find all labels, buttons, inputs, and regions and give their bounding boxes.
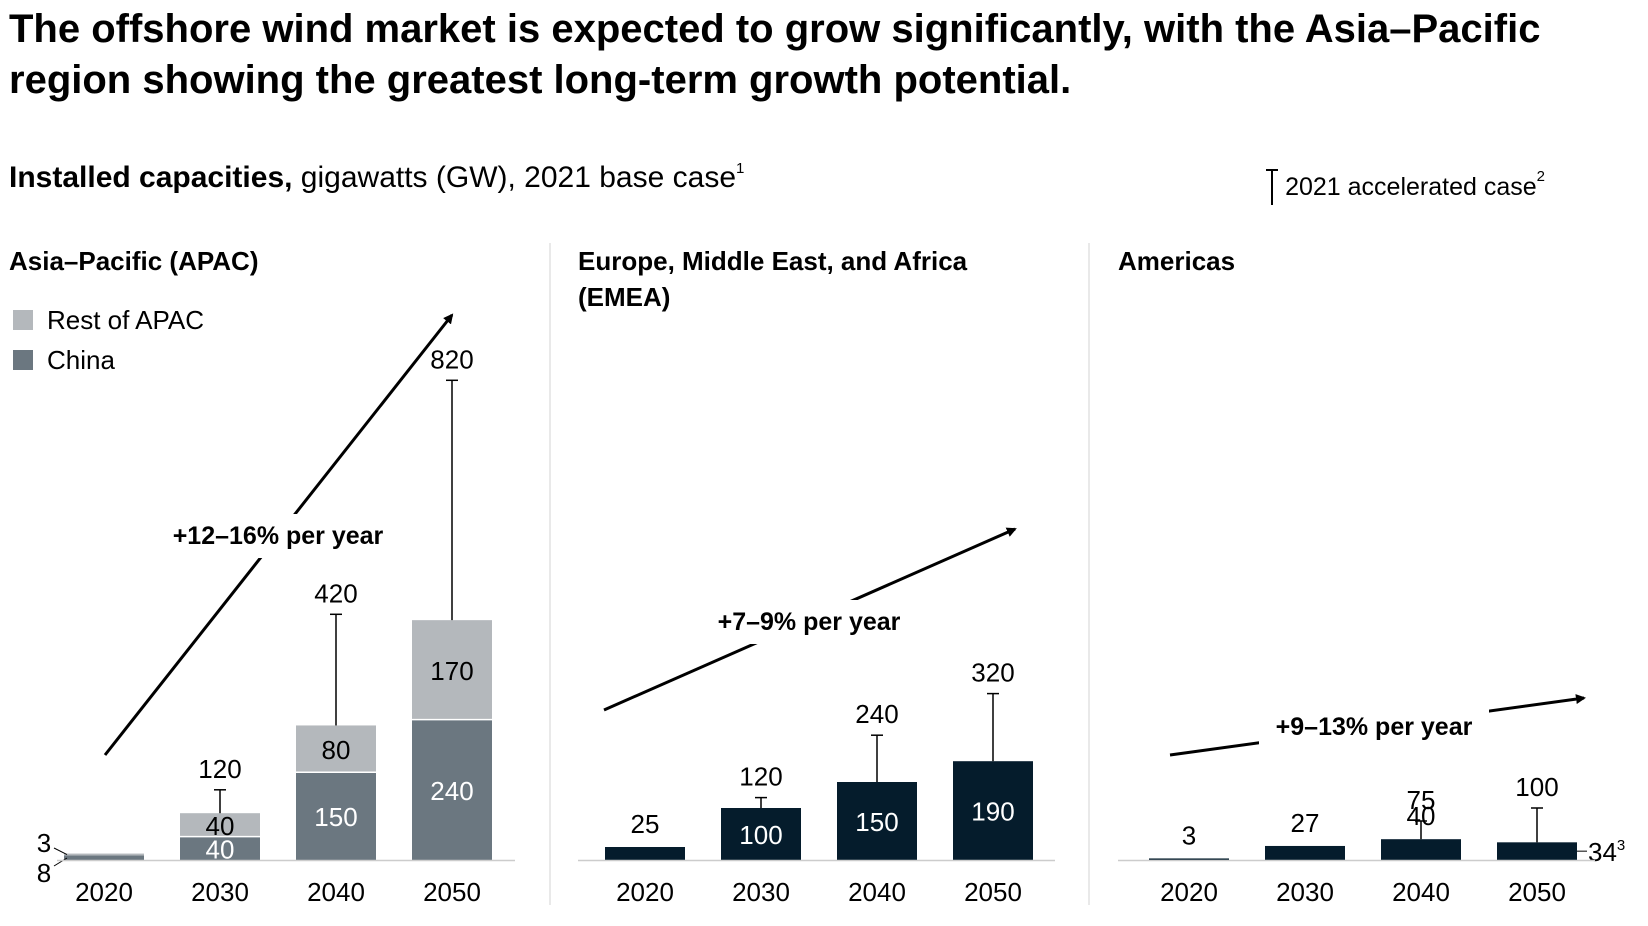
subtitle-footnote: 1 xyxy=(736,160,745,177)
bar-china xyxy=(412,719,492,860)
value-label-china: 40 xyxy=(206,834,235,864)
value-label: 100 xyxy=(739,820,782,850)
subtitle-bold: Installed capacities, xyxy=(9,161,293,194)
value-label: 343 xyxy=(1588,837,1625,867)
bar xyxy=(837,782,917,860)
growth-annotation: +12–16% per year xyxy=(173,522,384,550)
bar xyxy=(1265,845,1345,860)
error-bar-icon xyxy=(1265,169,1279,205)
legend-swatch xyxy=(13,310,33,330)
value-label: 25 xyxy=(631,809,660,839)
bar xyxy=(605,847,685,860)
value-label: 150 xyxy=(855,807,898,837)
accelerated-case-label: 120 xyxy=(739,762,782,792)
x-tick-label: 2050 xyxy=(423,877,481,907)
accelerated-case-legend: 2021 accelerated case2 xyxy=(1265,168,1545,205)
growth-label-bg xyxy=(1259,705,1489,749)
value-label-china: 240 xyxy=(430,776,473,806)
bar xyxy=(953,761,1033,860)
legend-label: China xyxy=(47,345,115,375)
bar xyxy=(1381,839,1461,860)
bar xyxy=(1497,842,1577,860)
value-label-footnote: 3 xyxy=(1617,837,1625,854)
x-tick-label: 2020 xyxy=(1160,877,1218,907)
panel-title-line: Europe, Middle East, and Africa xyxy=(578,246,968,276)
accelerated-case-label: 320 xyxy=(971,658,1014,688)
growth-annotation: +7–9% per year xyxy=(718,608,901,636)
value-label-china: 150 xyxy=(314,802,357,832)
leader-line xyxy=(53,847,68,856)
value-label: 27 xyxy=(1291,808,1320,838)
accelerated-case-label: 2021 accelerated case xyxy=(1285,173,1537,201)
value-label-rest: 40 xyxy=(206,811,235,841)
panel-title: Asia–Pacific (APAC) xyxy=(9,246,259,276)
bar xyxy=(721,808,801,860)
accelerated-case-label: 420 xyxy=(314,578,357,608)
value-label-rest: 170 xyxy=(430,656,473,686)
panel-title: Americas xyxy=(1118,246,1235,276)
accelerated-case-label: 100 xyxy=(1515,772,1558,802)
x-tick-label: 2050 xyxy=(964,877,1022,907)
accelerated-case-label: 240 xyxy=(855,699,898,729)
x-tick-label: 2020 xyxy=(75,877,133,907)
x-tick-label: 2030 xyxy=(191,877,249,907)
chart-subtitle: Installed capacities, gigawatts (GW), 20… xyxy=(9,160,744,195)
value-label: 190 xyxy=(971,797,1014,827)
growth-label-bg xyxy=(706,600,912,644)
bar-rest-of-apac xyxy=(412,620,492,720)
panel-title-line: (EMEA) xyxy=(578,282,670,312)
leader-line xyxy=(53,857,68,867)
bar-rest-of-apac xyxy=(296,725,376,773)
value-label-china: 8 xyxy=(37,858,51,888)
accelerated-case-label: 120 xyxy=(198,754,241,784)
bar-china xyxy=(296,772,376,860)
x-tick-label: 2040 xyxy=(848,877,906,907)
bar xyxy=(1149,858,1229,860)
x-tick-label: 2020 xyxy=(616,877,674,907)
x-tick-label: 2040 xyxy=(307,877,365,907)
panel-title-line: Asia–Pacific (APAC) xyxy=(9,246,259,276)
legend-label: Rest of APAC xyxy=(47,305,204,335)
headline: The offshore wind market is expected to … xyxy=(9,7,1541,102)
bar-rest-of-apac xyxy=(180,813,260,837)
accelerated-case-footnote: 2 xyxy=(1536,168,1545,185)
legend-swatch xyxy=(13,350,33,370)
value-label-rest: 80 xyxy=(322,735,351,765)
value-label: 3 xyxy=(1182,820,1196,850)
accelerated-case-label: 820 xyxy=(430,344,473,374)
x-tick-label: 2030 xyxy=(1276,877,1334,907)
panel-title-line: Americas xyxy=(1118,246,1235,276)
accelerated-case-label: 75 xyxy=(1407,785,1436,815)
value-label-rest: 3 xyxy=(37,828,51,858)
growth-label-bg xyxy=(175,514,381,558)
x-tick-label: 2030 xyxy=(732,877,790,907)
panel-emea: Europe, Middle East, and Africa (EMEA) +7–… xyxy=(578,246,1055,907)
bar-china xyxy=(180,836,260,860)
x-tick-label: 2050 xyxy=(1508,877,1566,907)
subtitle-rest: gigawatts (GW), 2021 base case xyxy=(292,161,737,194)
panel-apac: Asia–Pacific (APAC)+12–16% per year38202… xyxy=(9,246,515,907)
panel-americas: Americas+9–13% per year32020272030407520… xyxy=(1118,246,1625,907)
growth-annotation: +9–13% per year xyxy=(1276,713,1473,741)
bar-china xyxy=(64,855,144,860)
panel-title: Europe, Middle East, and Africa (EMEA) xyxy=(578,246,968,312)
x-tick-label: 2040 xyxy=(1392,877,1450,907)
bar-rest-of-apac xyxy=(64,853,144,856)
